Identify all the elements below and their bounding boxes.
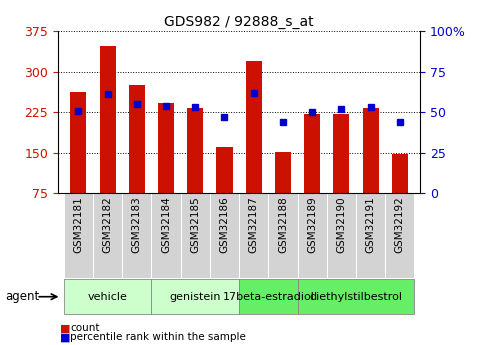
Bar — [71, 92, 86, 193]
Bar — [187, 108, 203, 193]
Text: genistein: genistein — [170, 292, 221, 302]
Text: ■: ■ — [60, 324, 71, 333]
Text: diethylstilbestrol: diethylstilbestrol — [310, 292, 402, 302]
Bar — [304, 114, 320, 193]
Text: vehicle: vehicle — [88, 292, 128, 302]
Text: count: count — [70, 324, 99, 333]
Bar — [333, 114, 349, 193]
Bar — [129, 85, 145, 193]
Bar — [392, 154, 408, 193]
Text: agent: agent — [5, 290, 39, 303]
Text: ■: ■ — [60, 333, 71, 342]
Bar — [363, 108, 379, 193]
Bar — [216, 147, 232, 193]
Title: GDS982 / 92888_s_at: GDS982 / 92888_s_at — [164, 14, 314, 29]
Text: percentile rank within the sample: percentile rank within the sample — [70, 333, 246, 342]
Text: 17beta-estradiol: 17beta-estradiol — [222, 292, 314, 302]
Bar — [99, 46, 115, 193]
Bar — [246, 61, 262, 193]
Bar — [158, 103, 174, 193]
Bar — [275, 151, 291, 193]
